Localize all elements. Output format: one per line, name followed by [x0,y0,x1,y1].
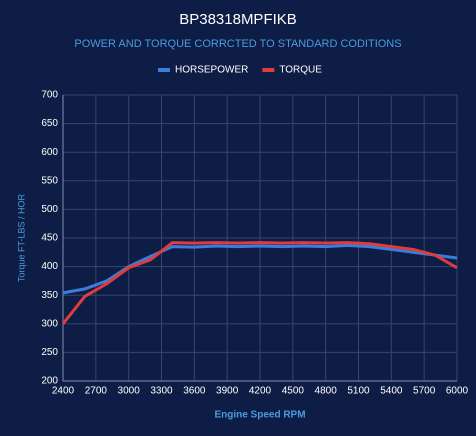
y-tick-label: 650 [41,118,58,129]
x-tick-label: 3300 [150,386,173,397]
y-tick-label: 300 [41,318,58,329]
y-tick-label: 400 [41,261,58,272]
y-tick-label: 500 [41,204,58,215]
x-axis-label: Engine Speed RPM [214,410,305,421]
y-tick-label: 550 [41,175,58,186]
legend-label: TORQUE [279,65,322,76]
chart-subtitle: POWER AND TORQUE CORRCTED TO STANDARD CO… [74,38,401,50]
x-tick-label: 5100 [347,386,370,397]
x-tick-label: 4500 [282,386,305,397]
y-tick-label: 200 [41,376,58,387]
y-tick-label: 700 [41,90,58,101]
x-tick-label: 3000 [118,386,141,397]
y-axis-label: Torque FT-LBS / HOR [16,193,26,282]
series-line [61,241,458,325]
y-tick-label: 350 [41,290,58,301]
x-tick-label: 5700 [413,386,436,397]
legend-label: HORSEPOWER [175,65,248,76]
x-tick-label: 3600 [183,386,206,397]
x-tick-label: 2700 [85,386,108,397]
x-tick-label: 4200 [249,386,272,397]
x-tick-label: 4800 [315,386,338,397]
y-tick-label: 250 [41,347,58,358]
y-tick-label: 600 [41,147,58,158]
x-tick-label: 6000 [446,386,469,397]
chart-title: BP38318MPFIKB [179,11,297,28]
x-tick-label: 2400 [52,386,75,397]
x-tick-label: 5400 [380,386,403,397]
y-tick-label: 450 [41,233,58,244]
x-tick-label: 3900 [216,386,239,397]
